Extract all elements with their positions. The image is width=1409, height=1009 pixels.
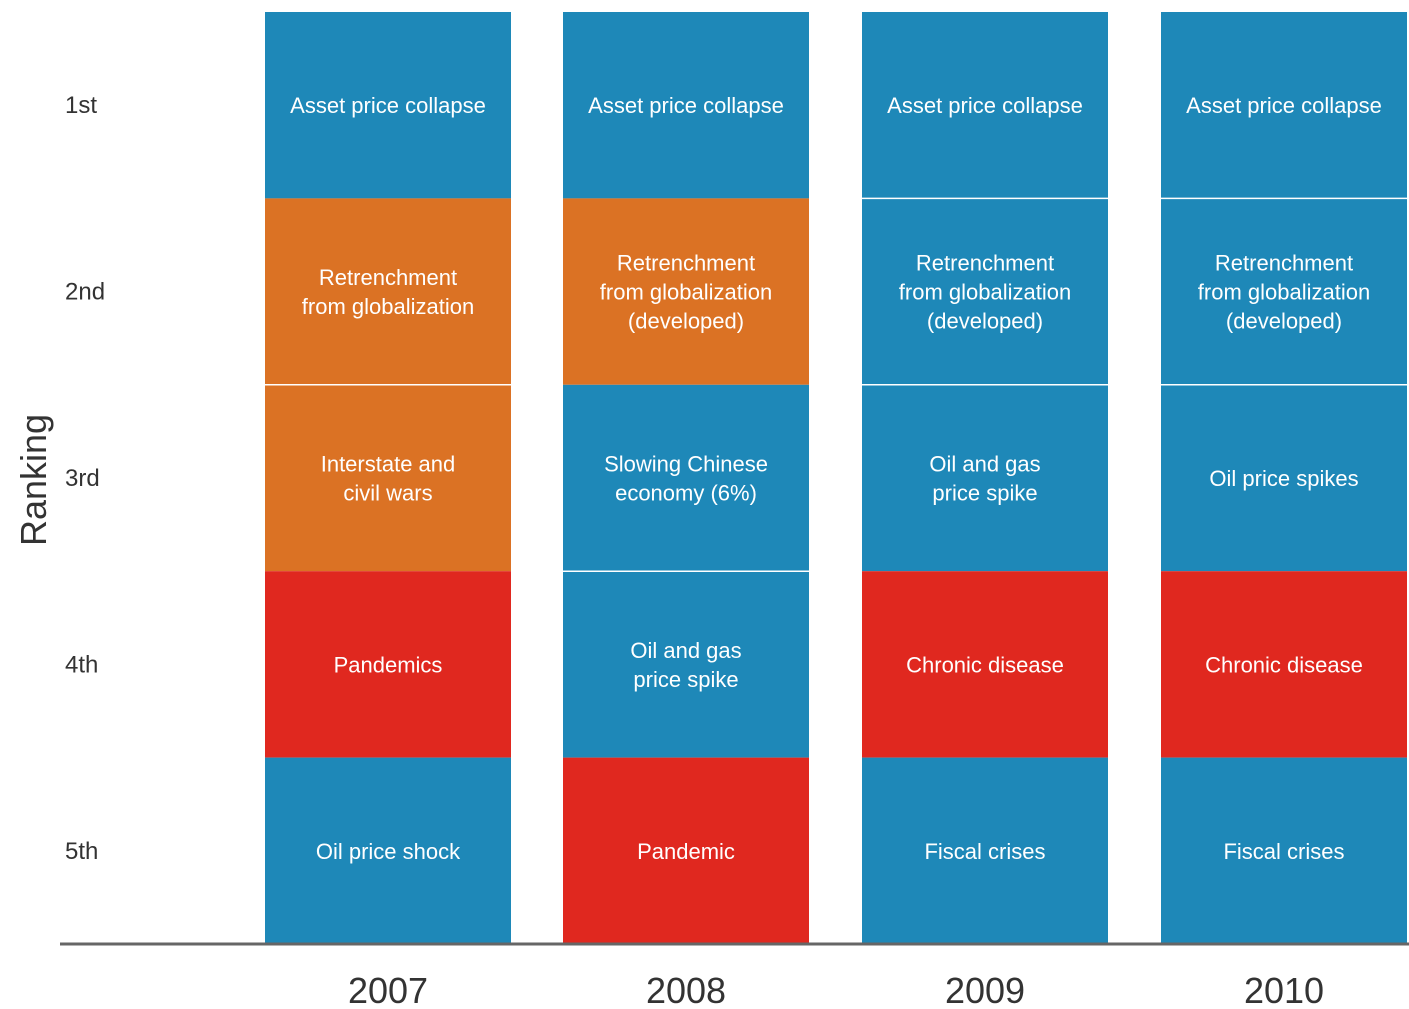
- columns: Asset price collapse Retrenchment from glo…: [265, 12, 1407, 944]
- risk-label: (developed): [628, 309, 744, 334]
- rank-label: 5th: [65, 838, 98, 865]
- risk-label: Fiscal crises: [1223, 839, 1344, 864]
- risk-cell: [862, 571, 1108, 758]
- risk-label: Retrenchment: [319, 265, 457, 290]
- year-column: Asset price collapse Retrenchment from glo…: [862, 12, 1108, 944]
- risk-cell: [563, 757, 809, 944]
- risk-label: Oil price spikes: [1209, 466, 1358, 491]
- risk-cell: [265, 384, 511, 572]
- risk-label: Slowing Chinese: [604, 452, 768, 477]
- year-column: Asset price collapse Retrenchment from glo…: [265, 12, 511, 944]
- risk-label: Oil and gas: [929, 452, 1040, 477]
- risk-label: Asset price collapse: [1186, 93, 1382, 118]
- risk-label: from globalization: [899, 280, 1071, 305]
- risk-label: Asset price collapse: [887, 93, 1083, 118]
- risk-cell: [563, 198, 809, 385]
- risk-cell: [862, 384, 1108, 572]
- risk-label: Oil and gas: [630, 638, 741, 663]
- risk-cell: [862, 12, 1108, 199]
- year-column: Asset price collapse Retrenchment from glo…: [563, 12, 809, 944]
- rank-labels: 1st 2nd 3rd 4th 5th: [65, 92, 105, 865]
- risk-label: Retrenchment: [1215, 251, 1353, 276]
- risk-cell: [862, 198, 1108, 385]
- risk-cell: [1161, 571, 1407, 758]
- risk-cell: [563, 12, 809, 199]
- risk-label: from globalization: [302, 294, 474, 319]
- risk-cell: [265, 571, 511, 758]
- risk-label: civil wars: [343, 481, 432, 506]
- risk-cell: [862, 757, 1108, 944]
- rank-label: 3rd: [65, 465, 100, 492]
- risk-label: Oil price shock: [316, 839, 461, 864]
- risk-label: economy (6%): [615, 481, 757, 506]
- year-label: 2008: [646, 970, 726, 1009]
- risk-label: Fiscal crises: [924, 839, 1045, 864]
- year-label: 2009: [945, 970, 1025, 1009]
- rank-label: 2nd: [65, 279, 105, 306]
- risk-cell: [1161, 12, 1407, 199]
- year-column: Asset price collapse Retrenchment from glo…: [1161, 12, 1407, 944]
- rank-label: 1st: [65, 92, 97, 119]
- risk-label: from globalization: [1198, 280, 1370, 305]
- year-label: 2007: [348, 970, 428, 1009]
- y-axis-label: Ranking: [13, 414, 54, 546]
- risk-label: Retrenchment: [617, 251, 755, 276]
- risk-cell: [1161, 384, 1407, 572]
- risk-label: Chronic disease: [906, 652, 1064, 677]
- risk-label: Pandemics: [334, 652, 443, 677]
- risk-cell: [265, 12, 511, 199]
- risk-label: Retrenchment: [916, 251, 1054, 276]
- risk-cell: [265, 757, 511, 944]
- risk-label: (developed): [927, 309, 1043, 334]
- risk-cell: [563, 384, 809, 572]
- year-label: 2010: [1244, 970, 1324, 1009]
- risk-cell: [1161, 198, 1407, 385]
- risk-label: (developed): [1226, 309, 1342, 334]
- risk-cell: [1161, 757, 1407, 944]
- risk-label: Pandemic: [637, 839, 735, 864]
- risk-label: Asset price collapse: [290, 93, 486, 118]
- risk-label: Chronic disease: [1205, 652, 1363, 677]
- risk-label: Interstate and: [321, 452, 456, 477]
- risk-label: from globalization: [600, 280, 772, 305]
- risk-cell: [563, 571, 809, 758]
- year-labels: 2007 2008 2009 2010: [348, 970, 1324, 1009]
- risk-label: Asset price collapse: [588, 93, 784, 118]
- risk-label: price spike: [633, 667, 738, 692]
- risk-label: price spike: [932, 481, 1037, 506]
- risk-cell: [265, 198, 511, 385]
- rank-label: 4th: [65, 651, 98, 678]
